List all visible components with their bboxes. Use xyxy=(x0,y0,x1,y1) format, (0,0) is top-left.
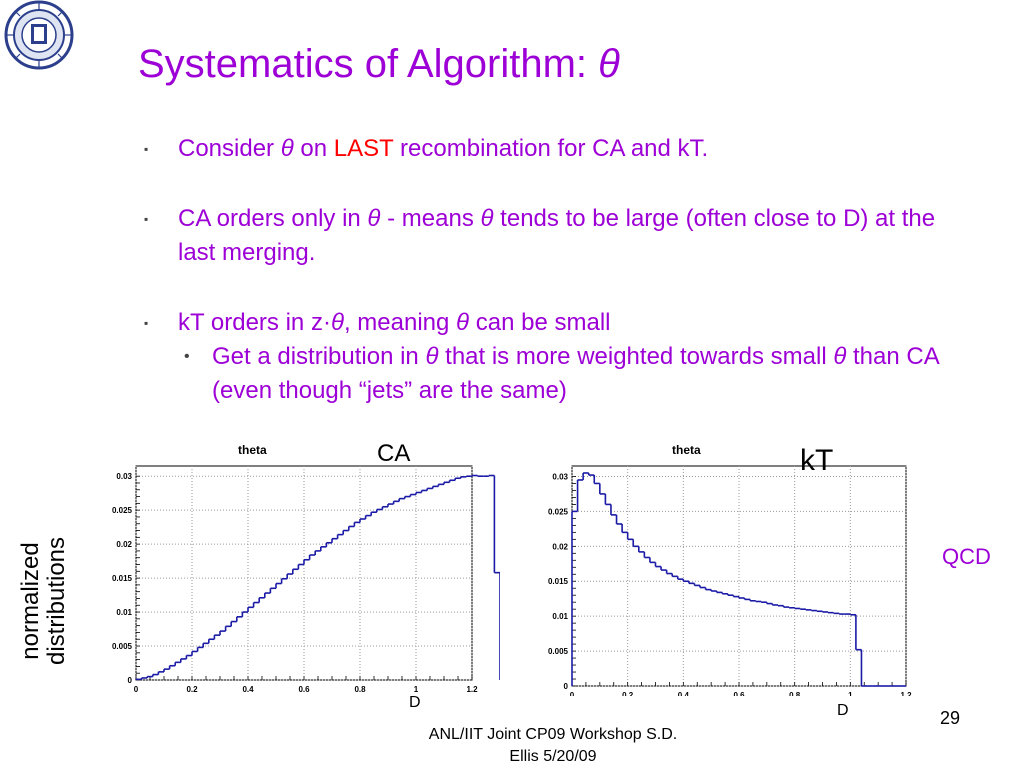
x-tick-label: 0.8 xyxy=(354,685,366,694)
y-axis-label: normalized distributions xyxy=(17,536,70,666)
bullet-item: ▪ CA orders only in θ - means θ tends to… xyxy=(144,202,964,270)
y-tick-label: 0.015 xyxy=(548,577,569,586)
chart-title: theta xyxy=(238,443,267,457)
kt-label: kT xyxy=(800,444,834,477)
x-tick-label: 1 xyxy=(414,685,419,694)
x-tick-label: 0.8 xyxy=(789,691,801,696)
page-number: 29 xyxy=(940,708,961,728)
bullet-marker: ▪ xyxy=(144,142,149,156)
bullet-item: ▪ Consider θ on LAST recombination for C… xyxy=(144,132,964,166)
university-seal-logo xyxy=(4,0,74,70)
bullet-marker: ▪ xyxy=(144,316,149,330)
y-tick-label: 0.03 xyxy=(552,472,568,481)
y-tick-label: 0.01 xyxy=(552,612,568,621)
bullet-item: ▪ kT orders in z·θ, meaning θ can be sma… xyxy=(144,306,964,340)
bullet-list: ▪ Consider θ on LAST recombination for C… xyxy=(144,132,964,408)
sub-bullet-marker: • xyxy=(184,348,190,365)
x-tick-label: 0 xyxy=(570,691,575,696)
x-tick-label: 1.2 xyxy=(900,691,912,696)
ca-theta-histogram: theta 0 0.2 0.4 0.6 0.8 1 1.2 0 0.005 0.01 0.015 0.0… xyxy=(112,438,500,694)
y-tick-label: 0.005 xyxy=(112,642,133,651)
footer: ANL/IIT Joint CP09 Workshop S.D. Ellis 5… xyxy=(428,726,678,765)
y-tick-label: 0.02 xyxy=(552,542,568,551)
x-tick-label: 0.4 xyxy=(678,691,690,696)
sub-bullet-item: • Get a distribution in θ that is more w… xyxy=(144,340,964,408)
x-tick-label: 0.2 xyxy=(622,691,634,696)
kt-theta-histogram: theta 0 0.2 0.4 0.6 0.8 1 1.2 0 0.005 0.01 0.015 0.0… xyxy=(548,438,912,696)
x-tick-label: 0.6 xyxy=(298,685,310,694)
x-tick-label: 1.2 xyxy=(466,685,478,694)
plot-frame xyxy=(135,465,473,681)
x-tick-label: 0.2 xyxy=(186,685,198,694)
y-tick-label: 0.025 xyxy=(112,506,133,515)
ca-d-label: D xyxy=(409,694,421,711)
y-tick-label: 0.03 xyxy=(116,472,132,481)
highlight-last: LAST xyxy=(333,135,394,162)
x-tick-label: 0 xyxy=(134,685,139,694)
y-tick-label: 0 xyxy=(128,676,133,685)
title-theta-symbol: θ xyxy=(598,42,620,86)
chart-title-box xyxy=(652,438,752,462)
y-tick-label: 0.02 xyxy=(116,540,132,549)
x-tick-label: 1 xyxy=(848,691,853,696)
x-tick-label: 0.4 xyxy=(242,685,254,694)
y-tick-label: 0.01 xyxy=(116,608,132,617)
slide-title: Systematics of Algorithm: θ xyxy=(138,42,620,86)
y-tick-label: 0.025 xyxy=(548,507,569,516)
ca-label: CA xyxy=(377,440,411,467)
y-tick-label: 0.005 xyxy=(548,647,569,656)
x-tick-label: 0.6 xyxy=(733,691,745,696)
chart-title-box xyxy=(218,438,318,462)
bullet-marker: ▪ xyxy=(144,212,149,226)
chart-title: theta xyxy=(672,443,701,457)
qcd-label: QCD xyxy=(942,544,991,569)
kt-d-label: D xyxy=(837,702,849,719)
y-tick-label: 0.015 xyxy=(112,574,133,583)
y-tick-label: 0 xyxy=(564,682,569,691)
